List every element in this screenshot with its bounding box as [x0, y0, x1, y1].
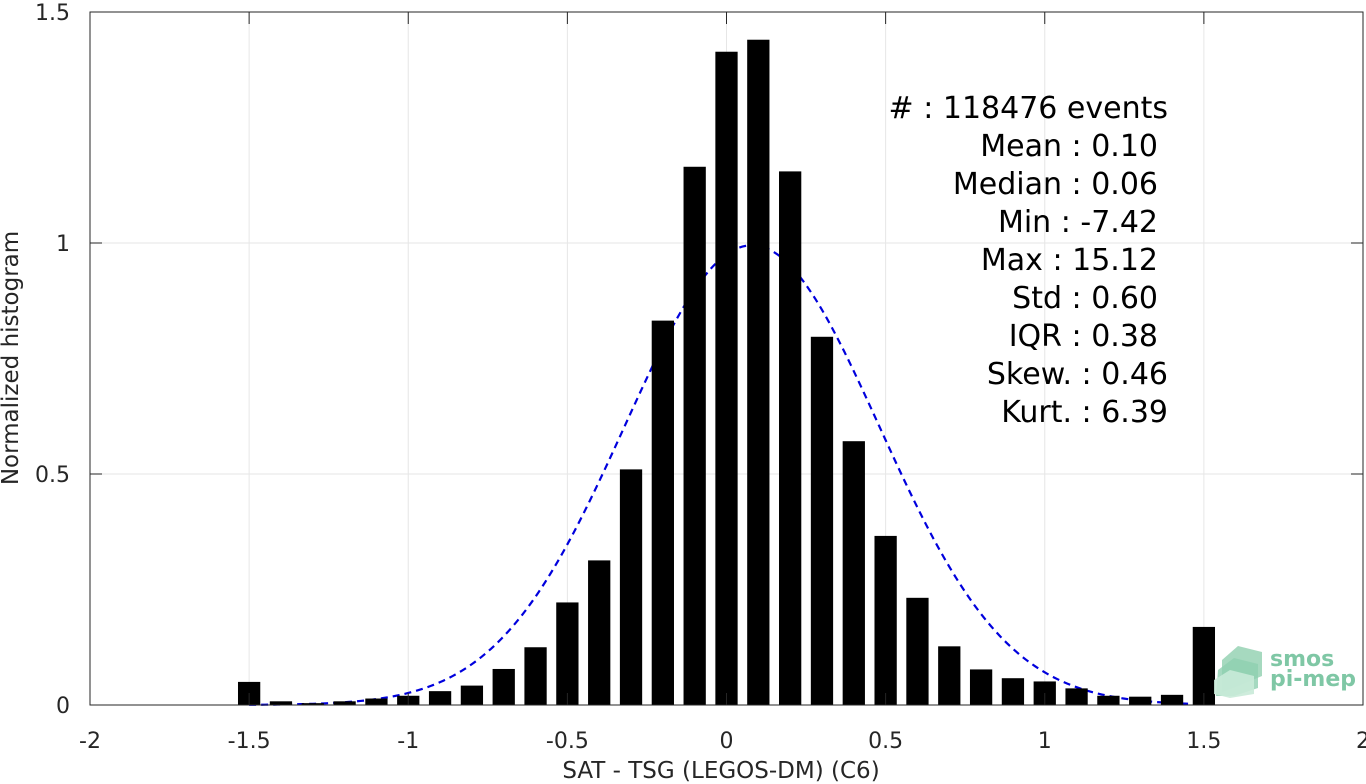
- stat-label-1: Mean :: [980, 129, 1091, 164]
- stat-value-3: -7.42: [1080, 205, 1158, 240]
- bar-21: [906, 597, 929, 705]
- bar-16: [747, 39, 770, 706]
- stat-value-1: 0.10: [1091, 129, 1158, 164]
- bar-3: [333, 701, 356, 705]
- fit-curve: [249, 244, 1204, 706]
- stat-row-8: Kurt. : 6.39: [1001, 395, 1168, 430]
- stat-label-5: Std :: [1012, 281, 1091, 316]
- bar-23: [969, 669, 993, 705]
- bar-20: [874, 535, 897, 705]
- stat-label-6: IQR :: [1009, 319, 1092, 354]
- stat-label-7: Skew. :: [987, 357, 1101, 392]
- bar-8: [492, 668, 515, 705]
- stat-value-2: 0.06: [1091, 167, 1158, 202]
- bar-27: [1097, 695, 1120, 705]
- stat-row-6: IQR : 0.38: [1009, 319, 1158, 354]
- bar-22: [938, 646, 961, 705]
- bar-7: [460, 685, 484, 705]
- axes-box: [89, 11, 1364, 706]
- stat-label-0: # :: [889, 91, 943, 126]
- stat-row-5: Std : 0.60: [1012, 281, 1158, 316]
- y-tick-label-2: 1: [56, 232, 70, 257]
- histogram-bars: [237, 39, 1216, 706]
- bar-26: [1065, 688, 1088, 705]
- bar-9: [524, 647, 547, 705]
- x-tick-label-6: 1: [1038, 729, 1052, 754]
- y-tick-labels: 0 0.5 1 1.5: [35, 1, 70, 719]
- x-tick-label-1: -1.5: [228, 729, 271, 754]
- bar-29: [1160, 694, 1184, 705]
- bar-19: [842, 441, 865, 705]
- bar-30: [1192, 626, 1216, 705]
- bar-17: [779, 171, 802, 705]
- stat-value-4: 15.12: [1072, 243, 1158, 278]
- bar-1: [269, 701, 293, 705]
- x-tick-label-7: 1.5: [1186, 729, 1221, 754]
- logo-line2: pi-mep: [1270, 667, 1356, 692]
- stat-row-7: Skew. : 0.46: [987, 357, 1168, 392]
- stat-value-0: 118476 events: [943, 91, 1168, 126]
- logo-line1: smos: [1270, 647, 1334, 672]
- x-tick-label-5: 0.5: [868, 729, 903, 754]
- bar-24: [1001, 678, 1025, 705]
- stat-row-0: # : 118476 events: [889, 91, 1168, 126]
- x-axis-label: SAT - TSG (LEGOS-DM) (C6): [562, 758, 879, 784]
- logo-waves-icon: [1214, 646, 1262, 698]
- stat-row-2: Median : 0.06: [953, 167, 1158, 202]
- x-tick-labels: -2 -1.5 -1 -0.5 0 0.5 1 1.5 2: [79, 729, 1366, 754]
- stat-row-3: Min : -7.42: [998, 205, 1158, 240]
- x-tick-label-0: -2: [79, 729, 101, 754]
- stat-label-8: Kurt. :: [1001, 395, 1101, 430]
- bar-2: [301, 703, 324, 705]
- stat-value-7: 0.46: [1101, 357, 1168, 392]
- bar-15: [715, 51, 738, 706]
- stat-row-4: Max : 15.12: [981, 243, 1158, 278]
- stat-value-5: 0.60: [1091, 281, 1158, 316]
- bar-28: [1129, 696, 1152, 705]
- stat-row-1: Mean : 0.10: [980, 129, 1158, 164]
- x-tick-label-4: 0: [720, 729, 734, 754]
- bar-10: [556, 602, 579, 705]
- y-tick-label-1: 0.5: [35, 463, 70, 488]
- bar-14: [683, 166, 706, 705]
- x-tick-label-3: -0.5: [546, 729, 589, 754]
- stat-label-2: Median :: [953, 167, 1091, 202]
- y-tick-label-3: 1.5: [35, 1, 70, 26]
- bar-18: [810, 336, 834, 705]
- bar-11: [588, 560, 611, 705]
- stat-label-4: Max :: [981, 243, 1072, 278]
- bar-4: [365, 698, 388, 705]
- y-tick-label-0: 0: [56, 694, 70, 719]
- bar-6: [428, 691, 452, 705]
- bar-13: [651, 320, 674, 705]
- stat-value-8: 6.39: [1101, 395, 1168, 430]
- y-axis-label: Normalized histogram: [0, 231, 24, 485]
- x-tick-label-8: 2: [1356, 729, 1366, 754]
- stat-value-6: 0.38: [1091, 319, 1158, 354]
- smos-pi-mep-logo: smos pi-mep: [1214, 646, 1356, 698]
- x-tick-label-2: -1: [397, 729, 419, 754]
- bar-12: [619, 469, 643, 705]
- stat-label-3: Min :: [998, 205, 1080, 240]
- gaussian-fit-line: [249, 244, 1204, 706]
